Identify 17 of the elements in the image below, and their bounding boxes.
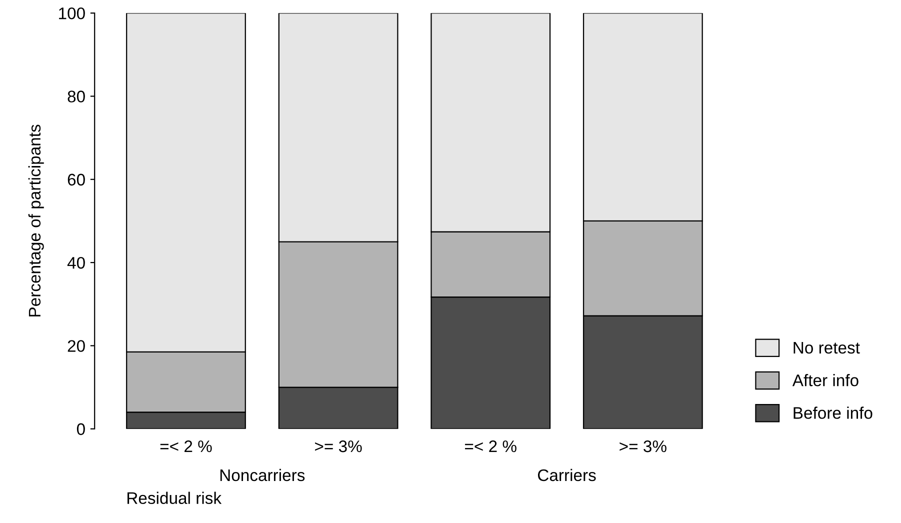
text: Carriers bbox=[538, 468, 596, 482]
x-tick-label: >= 3% bbox=[315, 440, 362, 452]
legend-label: No retest bbox=[794, 342, 860, 354]
y-tick-label: 20 bbox=[68, 340, 85, 352]
x-axis-title: Residual risk bbox=[128, 492, 222, 504]
x-tick-label: =< 2 % bbox=[160, 440, 212, 452]
x-tick-label: >= 3% bbox=[620, 440, 666, 452]
y-tick-label: 80 bbox=[68, 90, 85, 102]
y-tick-label: 60 bbox=[68, 174, 85, 186]
legend-label: After info bbox=[792, 374, 858, 386]
y-axis-title: Percentage of participants bbox=[28, 124, 44, 316]
y-tick-label: 100 bbox=[59, 7, 85, 20]
y-tick-label: 0 bbox=[76, 423, 85, 436]
legend-label: Before info bbox=[794, 406, 872, 419]
text: Noncarriers bbox=[220, 468, 305, 482]
y-tick-label: 40 bbox=[67, 256, 85, 269]
x-tick-label: =< 2 % bbox=[465, 440, 516, 452]
